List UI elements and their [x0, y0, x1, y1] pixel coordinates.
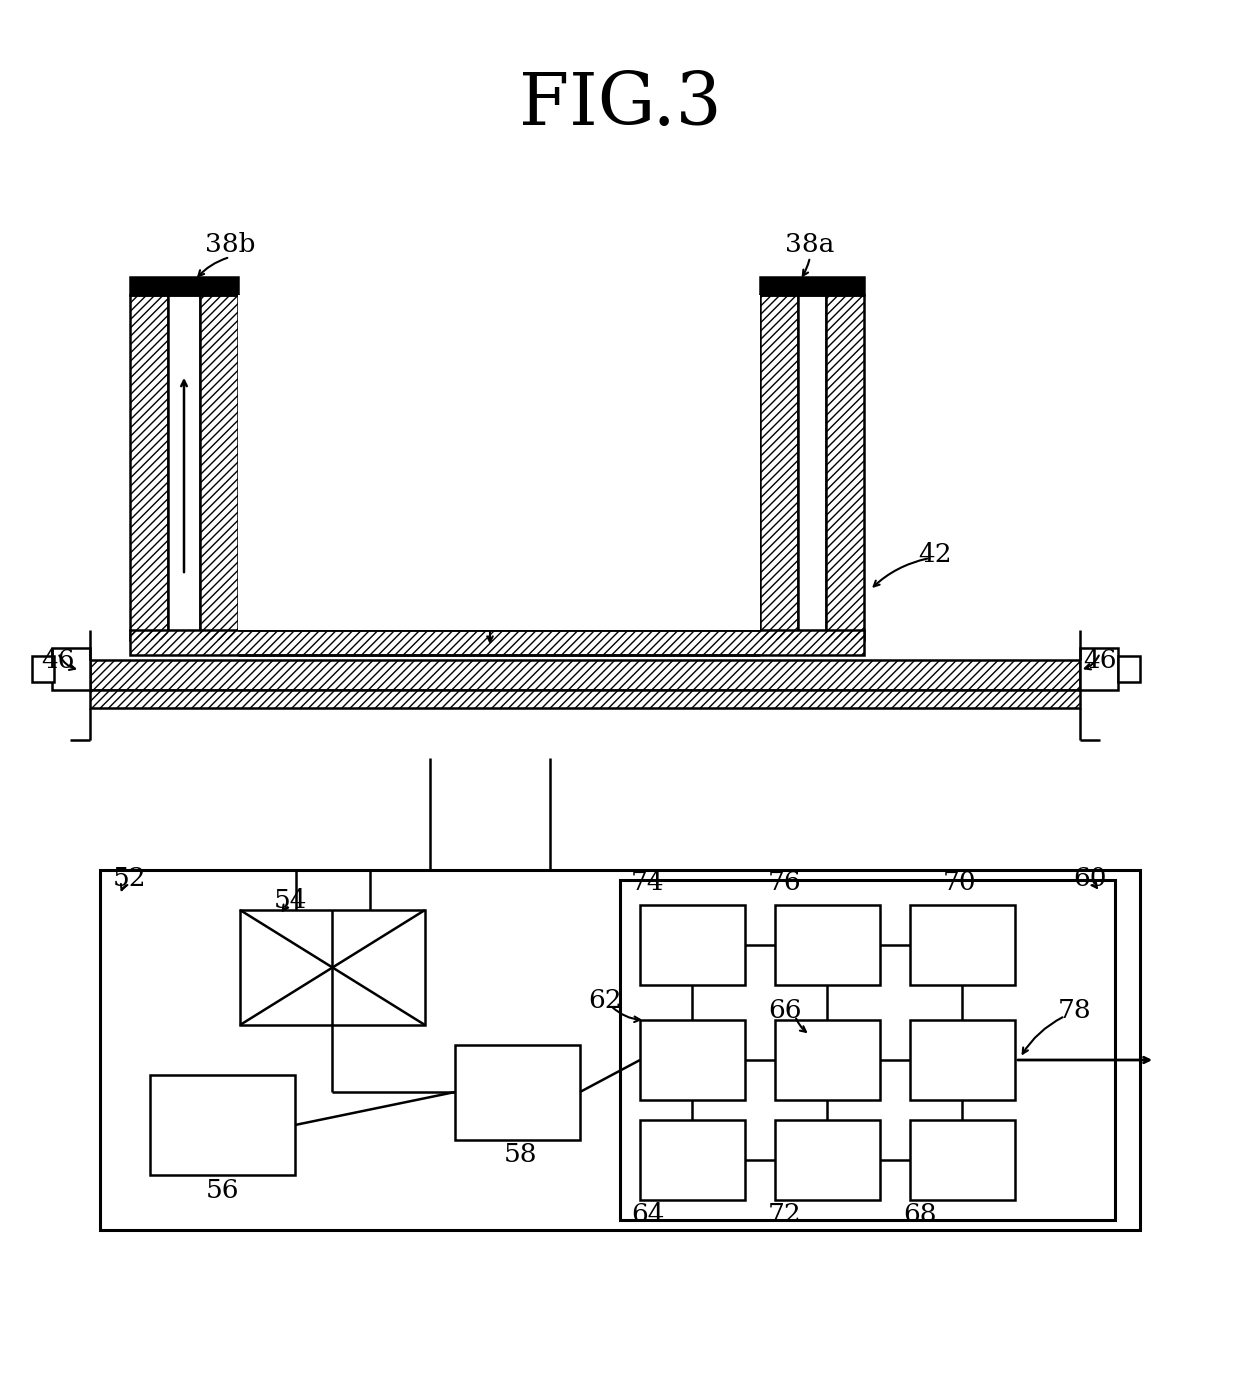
Bar	[91, 690, 1080, 708]
Bar	[32, 657, 55, 682]
Bar	[238, 295, 760, 630]
Bar	[910, 1021, 1016, 1100]
Bar	[910, 904, 1016, 986]
Text: 64: 64	[631, 1203, 665, 1228]
Bar	[167, 295, 200, 640]
Text: 38b: 38b	[205, 232, 255, 258]
Bar	[775, 1021, 880, 1100]
Bar	[130, 295, 167, 640]
Bar	[130, 295, 167, 640]
Bar	[640, 1120, 745, 1200]
Bar	[775, 904, 880, 986]
Bar	[200, 295, 238, 640]
Text: 46: 46	[1084, 647, 1117, 672]
Text: 76: 76	[769, 869, 802, 895]
Bar	[150, 1075, 295, 1175]
Bar	[52, 648, 91, 690]
Text: 48: 48	[474, 599, 507, 624]
Bar	[1118, 657, 1140, 682]
Bar	[241, 910, 425, 1025]
Text: 68: 68	[903, 1203, 936, 1228]
Bar	[910, 1120, 1016, 1200]
Bar	[640, 904, 745, 986]
Bar	[640, 1021, 745, 1100]
Bar	[760, 295, 799, 640]
Bar	[760, 295, 799, 640]
Text: 66: 66	[769, 997, 802, 1022]
Bar	[130, 277, 238, 295]
Text: 38: 38	[343, 417, 377, 442]
Bar	[200, 295, 238, 640]
Text: 58: 58	[503, 1142, 537, 1168]
Text: 56: 56	[206, 1177, 239, 1203]
Bar	[799, 295, 826, 640]
Bar	[130, 630, 864, 655]
Bar	[775, 1120, 880, 1200]
Text: FIG.3: FIG.3	[518, 70, 722, 140]
Text: 74: 74	[631, 869, 665, 895]
Bar	[130, 630, 864, 655]
Bar	[826, 295, 864, 640]
Text: 78: 78	[1058, 997, 1091, 1022]
Text: 42: 42	[918, 542, 952, 567]
Bar	[91, 690, 1080, 708]
Bar	[91, 659, 1080, 690]
Bar	[826, 295, 864, 640]
Bar	[100, 869, 1140, 1231]
Bar	[455, 1044, 580, 1140]
Bar	[1080, 648, 1118, 690]
Bar	[620, 881, 1115, 1219]
Bar	[91, 659, 1080, 690]
Text: 72: 72	[768, 1203, 802, 1228]
Text: 38a: 38a	[785, 232, 835, 258]
Bar	[760, 277, 864, 295]
Text: 60: 60	[1074, 865, 1107, 890]
Text: 52: 52	[113, 865, 146, 890]
Text: 54: 54	[273, 888, 306, 913]
Text: 46: 46	[41, 647, 74, 672]
Text: 70: 70	[944, 869, 977, 895]
Text: 62: 62	[588, 987, 621, 1012]
